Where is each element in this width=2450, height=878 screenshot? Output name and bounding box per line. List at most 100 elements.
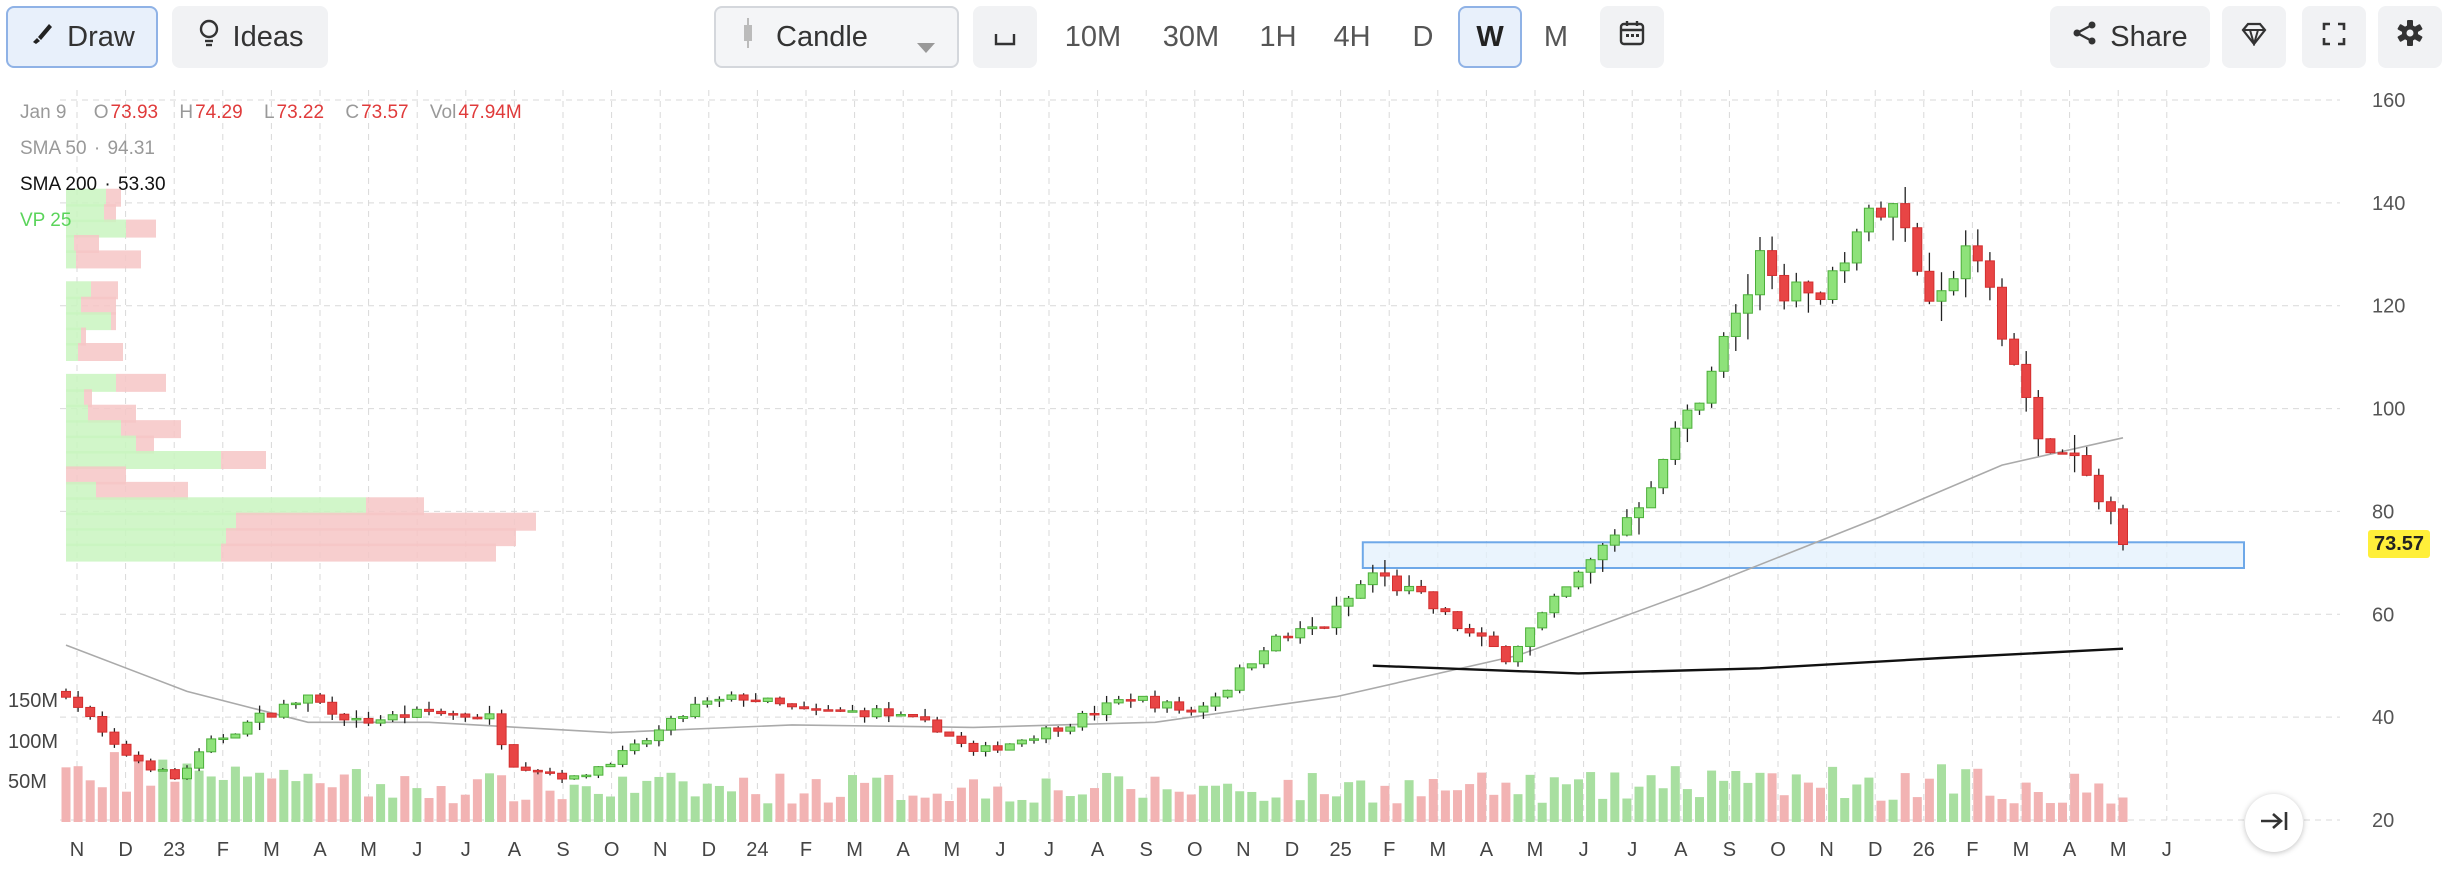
- volume-bar: [1767, 773, 1777, 822]
- candle-body: [194, 751, 205, 769]
- candle-body: [303, 694, 313, 704]
- candle-body: [1464, 628, 1475, 634]
- volume-bar: [339, 774, 349, 822]
- baseline-button[interactable]: [973, 6, 1037, 68]
- x-tick-label: S: [1723, 839, 1736, 861]
- candle-body: [2105, 501, 2116, 512]
- vp-buy-bar: [66, 343, 78, 361]
- x-tick-label: M: [2110, 839, 2127, 861]
- y-tick-label: 160: [2372, 90, 2405, 112]
- volume-bar: [485, 773, 494, 822]
- timeframe-10m[interactable]: 10M: [1064, 20, 1122, 53]
- timeframe-m[interactable]: M: [1543, 20, 1569, 53]
- candle-body: [2081, 455, 2092, 476]
- volume-label: Vol: [429, 102, 457, 123]
- timeframe-d[interactable]: D: [1412, 20, 1434, 53]
- volume-bar: [702, 783, 712, 822]
- last-price-tag: 73.57: [2368, 530, 2430, 558]
- vp-sell-bar: [121, 420, 181, 439]
- calendar-button[interactable]: [1600, 6, 1664, 68]
- legend-date: Jan 9: [20, 102, 67, 123]
- candle-body: [1658, 458, 1669, 489]
- volume-bar: [872, 777, 882, 822]
- high-value: 74.29: [195, 102, 243, 123]
- volume-bar: [884, 774, 894, 822]
- x-tick-label: A: [313, 839, 327, 861]
- vp-buy-bar: [66, 250, 76, 269]
- candle-body: [85, 706, 96, 717]
- candle-body: [278, 703, 289, 718]
- volume-bar: [1332, 796, 1341, 822]
- volume-bar: [1295, 800, 1305, 822]
- x-tick-label: D: [1868, 839, 1882, 861]
- volume-bar: [1501, 782, 1511, 822]
- candle-body: [1742, 294, 1753, 314]
- vp-buy-bar: [66, 327, 81, 346]
- chart-type-select[interactable]: Candle: [714, 6, 959, 68]
- volume-bar: [2094, 783, 2104, 822]
- volume-bar: [1937, 764, 1946, 822]
- candle-body: [968, 742, 979, 752]
- share-button[interactable]: Share: [2050, 6, 2210, 68]
- candle-body: [1597, 544, 1608, 561]
- vp-sell-bar: [96, 481, 188, 500]
- candle-body: [1718, 335, 1729, 372]
- draw-button[interactable]: Draw: [6, 6, 158, 68]
- vp-legend[interactable]: VP 25: [20, 210, 73, 232]
- volume-bar: [1973, 768, 1983, 822]
- volume-bar: [1912, 797, 1922, 822]
- sma50-sep: ·: [93, 138, 101, 159]
- volume-bar: [1646, 775, 1656, 822]
- volume-bar: [1828, 766, 1838, 822]
- x-tick-label: D: [118, 839, 132, 861]
- candle-body: [920, 716, 931, 721]
- diamond-icon: [2241, 21, 2267, 54]
- y-tick-label: 40: [2372, 707, 2394, 729]
- timeframe-1h[interactable]: 1H: [1259, 20, 1297, 53]
- volume-bar: [1803, 782, 1813, 822]
- volume-bar: [2118, 797, 2128, 822]
- volume-bar: [1380, 785, 1390, 822]
- ideas-button[interactable]: Ideas: [172, 6, 328, 68]
- candle-body: [1016, 739, 1027, 745]
- candle-body: [738, 694, 749, 701]
- premium-button[interactable]: [2222, 6, 2286, 68]
- volume-bar: [2021, 782, 2031, 822]
- volume-bar: [509, 801, 519, 822]
- ohlc-legend: Jan 9 O 73.93 H 74.29 L 73.22 C 73.57 Vol 47.…: [20, 102, 524, 124]
- candle-body: [496, 713, 507, 746]
- price-chart[interactable]: 160 140 120 100 80 60 40 20 N D 23 F M A M J J A S O N D 24 F M…: [0, 76, 2450, 878]
- volume-bar: [787, 803, 797, 822]
- candle-body: [1137, 695, 1148, 701]
- candle-body: [1077, 712, 1088, 728]
- volume-bar: [1319, 794, 1329, 822]
- x-tick-label: O: [604, 839, 620, 861]
- scroll-to-latest-button[interactable]: [2245, 794, 2303, 852]
- vp-buy-bar: [66, 497, 366, 516]
- fullscreen-button[interactable]: [2302, 6, 2366, 68]
- candle-body: [908, 714, 918, 718]
- support-zone[interactable]: [1361, 541, 2246, 569]
- timeframe-w[interactable]: W: [1458, 6, 1522, 68]
- timeframe-4h[interactable]: 4H: [1333, 20, 1371, 53]
- sma200-legend[interactable]: SMA 200 · 53.30: [20, 174, 168, 196]
- x-tick-label: M: [263, 839, 280, 861]
- settings-button[interactable]: [2378, 6, 2442, 68]
- volume-bar: [1586, 772, 1596, 822]
- volume-bar: [2070, 773, 2080, 822]
- volume-bar: [1791, 774, 1801, 822]
- volume-value: 47.94M: [458, 102, 522, 123]
- volume-bar: [364, 796, 373, 822]
- close-value: 73.57: [361, 102, 409, 123]
- candle-body: [1670, 427, 1681, 460]
- volume-bar: [388, 797, 398, 822]
- timeframe-30m[interactable]: 30M: [1162, 20, 1220, 53]
- vp-sell-bar: [76, 250, 141, 269]
- volume-bar: [823, 802, 833, 822]
- sma50-legend[interactable]: SMA 50 · 94.31: [20, 138, 157, 160]
- volume-bar: [303, 773, 313, 822]
- sma200-label: SMA 200: [20, 174, 98, 195]
- candle-body: [1585, 559, 1596, 573]
- candle-body: [411, 708, 422, 718]
- candle-body: [1198, 705, 1209, 713]
